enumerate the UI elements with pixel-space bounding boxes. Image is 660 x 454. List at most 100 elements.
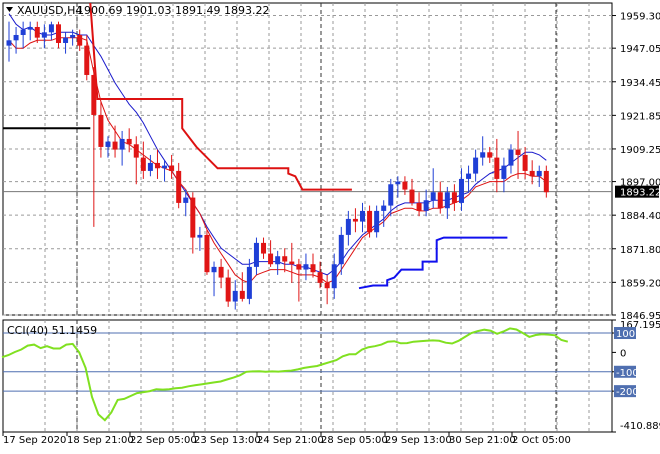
candle-body — [183, 197, 189, 203]
candle-body — [388, 184, 394, 206]
candle-body — [218, 266, 224, 278]
cci-label: -200 — [616, 387, 639, 398]
cci-label: -100 — [616, 368, 639, 379]
candle-body — [112, 141, 118, 150]
time-label: 29 Sep 13:00 — [385, 435, 452, 446]
price-label: 1884.40 — [620, 211, 660, 222]
candle-body — [211, 266, 217, 273]
candle-body — [176, 170, 182, 203]
price-label: 1921.85 — [620, 111, 660, 122]
candle-body — [289, 261, 295, 265]
candle-body — [374, 210, 380, 233]
candle-body — [41, 32, 47, 38]
candle-body — [154, 162, 160, 169]
time-label: 22 Sep 05:00 — [130, 435, 197, 446]
candle-body — [70, 34, 76, 38]
time-label: 30 Sep 21:00 — [449, 435, 516, 446]
cci-axis[interactable]: 167.1951100 0 -100 -200 -410.8893 — [612, 319, 660, 433]
candle-body — [352, 218, 358, 222]
trailing-stop-line — [89, 3, 352, 191]
candle-body — [508, 149, 514, 166]
candle-body — [360, 210, 365, 222]
time-label: 23 Sep 13:00 — [194, 435, 261, 446]
candle-body — [133, 144, 139, 158]
candle-body — [197, 234, 203, 238]
candle-body — [63, 37, 69, 43]
candle-body — [119, 138, 125, 150]
price-label: 1859.20 — [620, 278, 660, 289]
cci-level-badge — [614, 327, 636, 340]
candle-body — [409, 189, 415, 203]
candle-body — [515, 149, 521, 155]
candle-body — [190, 197, 196, 238]
cci-series — [1, 327, 569, 422]
candle-body — [444, 192, 450, 209]
symbol-label: XAUUSD,H4 — [17, 4, 82, 17]
candle-body — [367, 210, 373, 233]
candle-body — [529, 170, 535, 177]
candle-body — [48, 24, 54, 33]
price-axis[interactable]: 1959.30 1947.05 1934.45 1921.85 1909.25 1897.… — [612, 12, 660, 322]
candle-body — [13, 34, 19, 41]
candle-body — [402, 181, 408, 190]
candle-body — [147, 162, 153, 171]
candle-body — [162, 165, 168, 169]
candle-body — [338, 234, 344, 265]
time-label: 17 Sep 2020 — [3, 435, 66, 446]
cci-level-badge — [614, 385, 636, 398]
price-label: 1846.95 — [620, 311, 660, 322]
price-label: 1871.80 — [620, 245, 660, 256]
cci-panel-border — [2, 319, 613, 433]
candle-body — [140, 157, 146, 171]
candle-body — [27, 26, 33, 30]
candle-body — [169, 165, 175, 171]
candle-body — [126, 138, 132, 145]
triangle-down-icon[interactable] — [6, 7, 13, 12]
candle-body — [310, 264, 316, 273]
candle-body — [275, 256, 281, 265]
candle-body — [55, 24, 61, 43]
candle-body — [331, 264, 337, 289]
candle-body — [296, 264, 302, 270]
candle-body — [34, 26, 40, 38]
candle-body — [480, 152, 486, 158]
price-label: 1959.30 — [620, 12, 660, 23]
price-label: 1909.25 — [620, 145, 660, 156]
candle-body — [98, 114, 104, 147]
time-label: 28 Sep 05:00 — [321, 435, 388, 446]
candle-body — [20, 29, 26, 35]
cci-level-badge — [614, 365, 636, 378]
main-panel-border — [2, 2, 613, 316]
candle-body — [416, 202, 422, 211]
candle-body — [473, 157, 479, 174]
candle-body — [522, 154, 528, 171]
time-label: 24 Sep 21:00 — [257, 435, 324, 446]
candle-body — [246, 266, 252, 299]
candle-body — [253, 242, 259, 267]
candle-body — [317, 272, 323, 283]
candle-body — [105, 141, 111, 147]
candle-body — [324, 282, 330, 289]
candle-body — [395, 181, 401, 185]
candle-body — [381, 205, 387, 211]
candle-body — [91, 74, 97, 115]
candle-body — [268, 253, 274, 265]
ohlc-readout: 1900.69 1901.03 1891.49 1893.22 — [77, 4, 269, 17]
candle-body — [261, 242, 267, 254]
candle-body — [6, 40, 12, 46]
candle-body — [239, 290, 245, 299]
current-price-label: 1893.22 — [620, 188, 660, 199]
time-label: 18 Sep 21:00 — [67, 435, 134, 446]
trailing-stop-line — [358, 236, 508, 290]
candle-body — [345, 218, 351, 235]
candle-body — [466, 173, 472, 179]
price-label: 1897.00 — [620, 178, 660, 189]
candle-body — [487, 152, 493, 158]
candle-body — [232, 290, 238, 302]
candle-body — [423, 200, 429, 211]
candlesticks — [6, 21, 549, 310]
